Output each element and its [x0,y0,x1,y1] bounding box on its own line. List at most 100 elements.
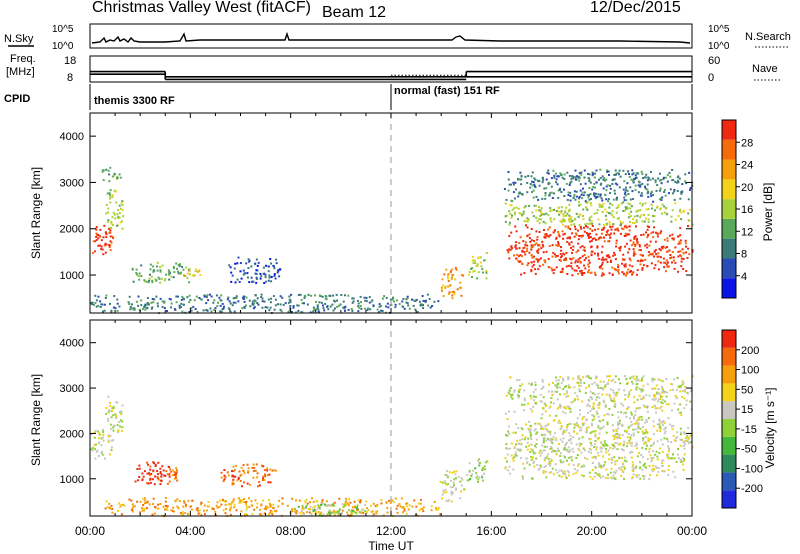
velocity-ylabel: Slant Range [km] [29,374,43,466]
nsky-tick-bottom: 10^0 [52,41,74,52]
freq-label-line1: Freq. [10,53,36,65]
date-label: 12/Dec/2015 [590,0,681,16]
velocity-colorbar-tick-3: 15 [741,404,753,416]
velocity-colorbar-swatch-9 [722,330,736,348]
power-colorbar-swatch-8 [722,120,736,140]
power-colorbar-tick-4: 12 [741,226,753,238]
nsearch-label: N.Search [745,31,791,43]
power-region-4 [182,268,202,277]
power-colorbar-swatch-2 [722,238,736,259]
power-colorbar-tick-2: 20 [741,182,753,194]
power-colorbar-swatch-6 [722,159,736,180]
velocity-colorbar-swatch-8 [722,347,736,366]
x-tick-label-2: 08:00 [276,524,306,538]
beam-label: Beam 12 [322,4,386,21]
velocity-region-0 [90,428,115,460]
cpid-segment-normal: normal (fast) 151 RF [394,85,500,97]
velocity-region-2 [134,461,172,486]
velocity-colorbar-swatch-4 [722,419,736,437]
velocity-colorbar-swatch-0 [722,490,736,508]
velocity-colorbar-tick-1: 100 [741,365,759,377]
x-tick-label-6: 00:00 [677,524,707,538]
velocity-panel: 4000 3000 2000 1000 Slant Range [km] 200 100… [29,319,777,518]
power-colorbar-tick-0: 28 [741,137,753,149]
power-colorbar-swatch-1 [722,258,736,279]
nsky-tick-top: 10^5 [52,24,74,35]
power-colorbar-tick-6: 4 [741,271,747,283]
cpid-segment-themis: themis 3300 RF [94,95,175,107]
cpid-panel: CPID themis 3300 RF normal (fast) 151 RF [4,84,693,110]
power-region-3 [131,261,191,284]
velocity-colorbar-swatch-1 [722,472,736,491]
station-title: Christmas Valley West (fitACF) [92,0,311,16]
velocity-region-3 [160,466,179,485]
velocity-region-4 [220,463,277,488]
power-panel: 4000 3000 2000 1000 Slant Range [km] 28 24 20… [29,112,775,315]
power-colorbar-label: Power [dB] [761,183,775,242]
cpid-label: CPID [4,93,30,105]
velocity-colorbar-swatch-7 [722,365,736,384]
time-axis: 00:00 04:00 08:00 12:00 16:00 20:00 00:00 [75,524,707,538]
power-colorbar-swatch-7 [722,139,736,160]
velocity-region-6 [294,502,367,517]
x-tick-label-5: 20:00 [577,524,607,538]
power-colorbar-swatch-5 [722,179,736,200]
x-tick-label-4: 16:00 [476,524,506,538]
power-region-2 [101,166,122,183]
x-tick-label-3: 12:00 [376,524,406,538]
velocity-ytick-label-2: 2000 [60,428,84,440]
nsky-label: N.Sky [4,33,34,45]
power-colorbar-swatch-0 [722,278,736,298]
velocity-region-1 [105,395,124,434]
nsky-tick-top-right: 10^5 [708,24,730,35]
nsky-tick-bottom-right: 10^0 [708,41,730,52]
freq-tick-bottom: 8 [67,72,73,84]
velocity-colorbar-tick-7: -200 [741,483,763,495]
nave-tick-top: 60 [708,55,720,67]
power-region-5 [90,293,440,315]
freq-panel: Freq. [MHz] 18 8 60 0 Nave [6,53,780,84]
nsky-panel: N.Sky 10^5 10^0 10^5 10^0 N.Search [4,23,791,52]
power-colorbar-swatch-3 [722,218,736,239]
velocity-colorbar-swatch-3 [722,436,736,455]
power-region-6 [228,256,282,284]
x-tick-label-1: 04:00 [175,524,205,538]
freq-label-line2: [MHz] [6,66,35,78]
power-ytick-label-3: 1000 [60,270,84,282]
velocity-colorbar-tick-5: -50 [741,444,757,456]
power-region-1 [105,189,125,230]
power-ytick-label-1: 3000 [60,177,84,189]
velocity-ytick-label-0: 4000 [60,338,84,350]
power-ytick-label-0: 4000 [60,131,84,143]
velocity-colorbar-swatch-5 [722,401,736,419]
power-region-10 [504,201,694,227]
velocity-colorbar-tick-4: -15 [741,424,757,436]
velocity-ytick-label-3: 1000 [60,474,84,486]
velocity-region-8 [466,458,489,483]
velocity-colorbar-swatch-2 [722,454,736,473]
power-ylabel: Slant Range [km] [29,167,43,259]
velocity-region-10 [505,374,694,413]
velocity-colorbar-tick-2: 50 [741,384,753,396]
power-region-0 [91,224,114,256]
power-colorbar-tick-3: 16 [741,204,753,216]
power-colorbar-swatch-4 [722,199,736,219]
velocity-region-7 [439,470,466,503]
power-region-8 [467,252,488,280]
velocity-colorbar-label: Velocity [m s⁻¹] [763,387,777,468]
velocity-colorbar-swatch-6 [722,383,736,402]
velocity-region-9 [504,410,694,481]
velocity-ytick-label-1: 3000 [60,383,84,395]
power-region-7 [440,266,465,300]
velocity-colorbar-tick-0: 200 [741,345,759,357]
freq-tick-top: 18 [64,55,76,67]
velocity-colorbar-tick-6: -100 [741,463,763,475]
power-colorbar-tick-5: 8 [741,249,747,261]
nsky-trace [91,31,691,44]
x-axis-label: Time UT [368,539,414,553]
nave-tick-bottom: 0 [708,72,714,84]
power-region-9 [506,224,694,277]
power-region-11 [503,168,694,203]
x-tick-label-0: 00:00 [75,524,105,538]
